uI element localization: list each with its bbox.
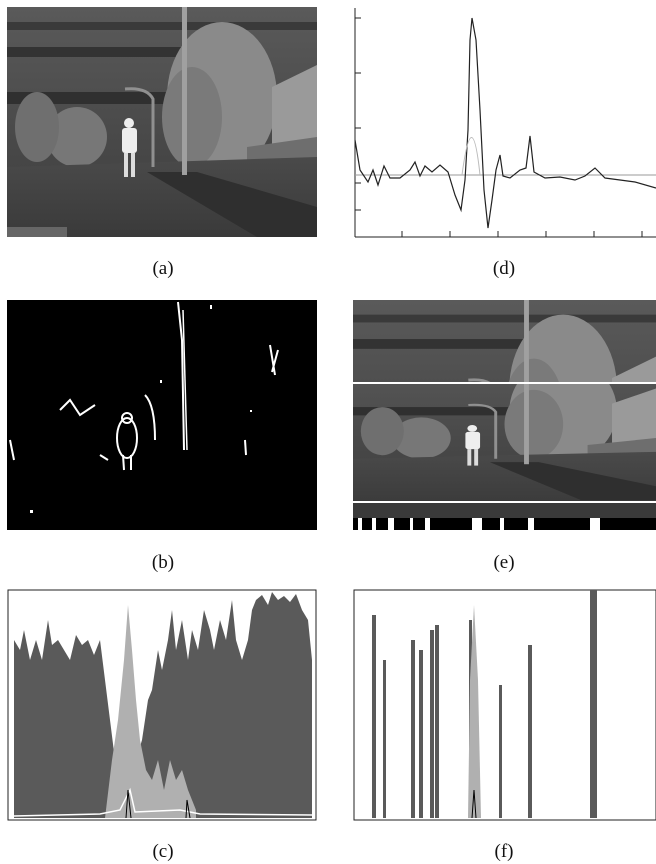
caption: (f) bbox=[495, 841, 514, 862]
caption: (c) bbox=[152, 841, 173, 862]
caption: (b) bbox=[152, 552, 174, 573]
caption: (a) bbox=[152, 258, 173, 279]
caption: (d) bbox=[493, 258, 515, 279]
plot-f bbox=[353, 589, 656, 821]
image-b bbox=[7, 300, 317, 530]
image-e bbox=[353, 300, 656, 530]
plot-d bbox=[354, 8, 656, 238]
image-a bbox=[5, 5, 319, 239]
plot-c bbox=[7, 589, 317, 821]
caption: (e) bbox=[493, 552, 514, 573]
